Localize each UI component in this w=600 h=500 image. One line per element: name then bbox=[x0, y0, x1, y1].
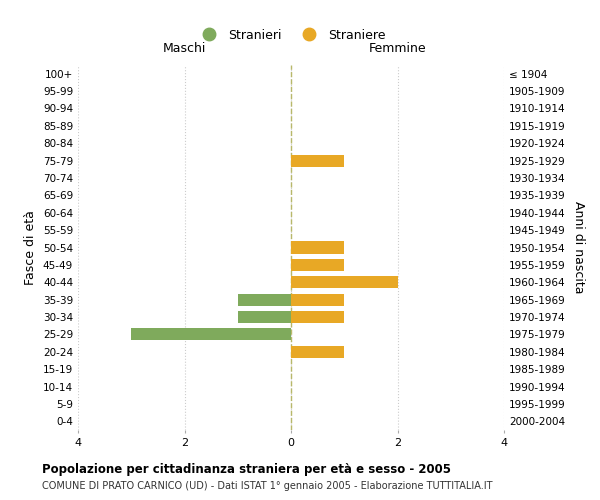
Bar bbox=[291, 242, 344, 254]
Bar bbox=[238, 311, 291, 323]
Bar bbox=[238, 294, 291, 306]
Bar bbox=[291, 259, 344, 271]
Bar bbox=[291, 346, 344, 358]
Bar bbox=[291, 276, 398, 288]
Y-axis label: Fasce di età: Fasce di età bbox=[25, 210, 37, 285]
Text: Maschi: Maschi bbox=[163, 42, 206, 54]
Text: Femmine: Femmine bbox=[368, 42, 427, 54]
Bar bbox=[291, 154, 344, 166]
Bar bbox=[291, 311, 344, 323]
Y-axis label: Anni di nascita: Anni di nascita bbox=[572, 201, 585, 294]
Bar bbox=[131, 328, 291, 340]
Text: Popolazione per cittadinanza straniera per età e sesso - 2005: Popolazione per cittadinanza straniera p… bbox=[42, 462, 451, 475]
Legend: Stranieri, Straniere: Stranieri, Straniere bbox=[192, 24, 390, 47]
Bar bbox=[291, 294, 344, 306]
Text: COMUNE DI PRATO CARNICO (UD) - Dati ISTAT 1° gennaio 2005 - Elaborazione TUTTITA: COMUNE DI PRATO CARNICO (UD) - Dati ISTA… bbox=[42, 481, 493, 491]
